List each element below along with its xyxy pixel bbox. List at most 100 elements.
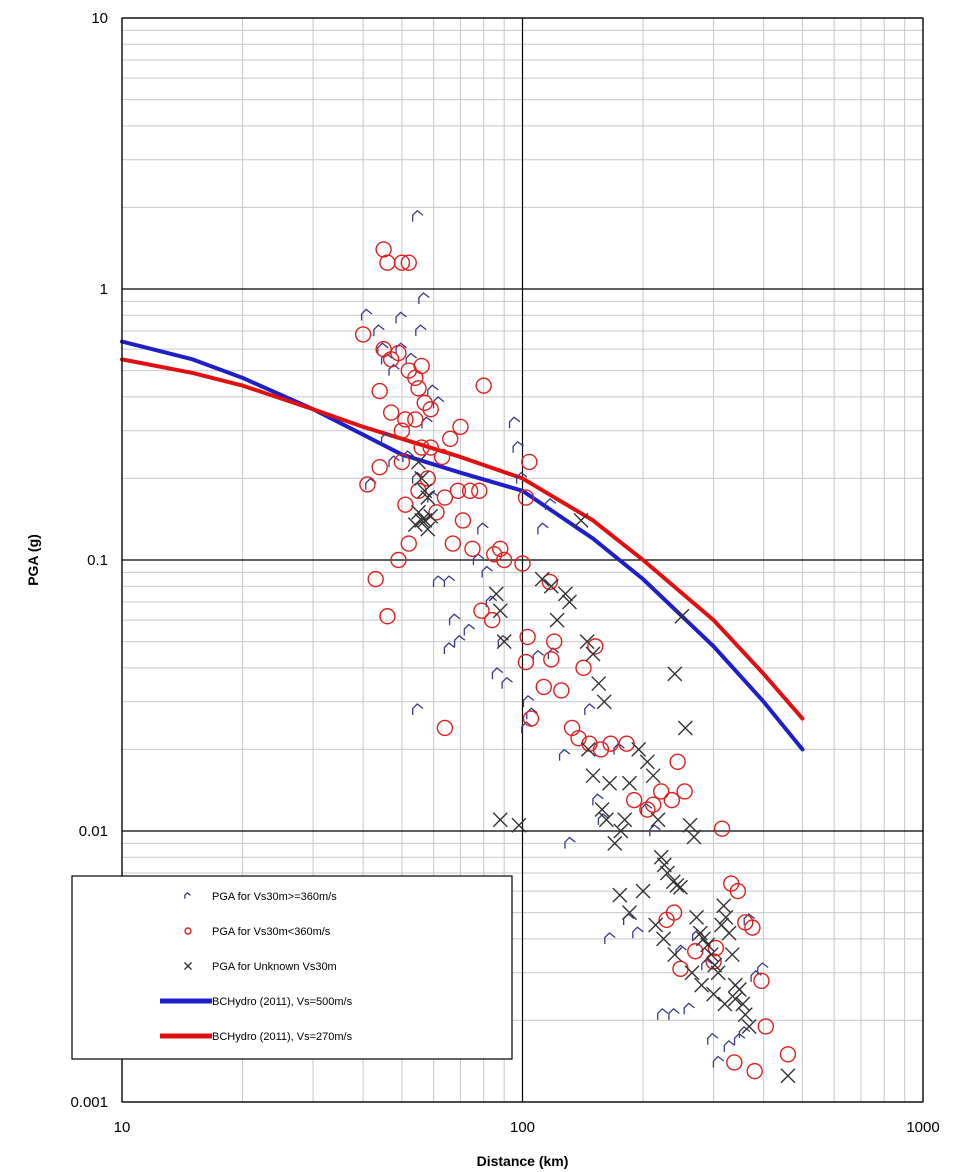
data-point-circle — [514, 555, 531, 572]
data-point-circle — [746, 1062, 763, 1080]
legend-entry-label: PGA for Unknown Vs30m — [212, 961, 337, 973]
data-point-x — [682, 817, 698, 833]
data-point-chevron — [491, 667, 504, 680]
data-point-circle — [592, 741, 610, 758]
data-point-chevron — [477, 522, 489, 535]
data-point-x — [706, 986, 722, 1002]
data-point-x — [420, 490, 436, 506]
y-tick-label: 1 — [100, 281, 108, 298]
data-point-circle — [546, 633, 563, 650]
x-axis-label: Distance (km) — [477, 1153, 569, 1169]
series-line — [120, 339, 805, 752]
data-point-x — [656, 931, 672, 947]
data-point-chevron — [668, 1007, 680, 1020]
data-point-x — [724, 947, 740, 963]
data-point-chevron — [597, 813, 610, 825]
data-point-x — [631, 741, 647, 757]
data-point-circle — [393, 453, 411, 471]
data-point-circle — [354, 326, 372, 343]
data-point-chevron — [481, 565, 493, 578]
data-point-x — [580, 741, 596, 757]
data-point-chevron — [388, 455, 400, 468]
data-point-chevron — [432, 396, 445, 409]
data-point-x — [689, 909, 705, 925]
data-point-x — [717, 996, 733, 1012]
data-point-circle — [753, 972, 770, 990]
data-point-chevron — [360, 308, 373, 321]
data-point-x — [667, 947, 683, 963]
data-point-chevron — [427, 384, 439, 397]
data-point-chevron — [733, 1032, 746, 1045]
data-point-x — [534, 571, 550, 587]
data-point-x — [561, 594, 577, 610]
series-line — [120, 357, 805, 721]
data-point-x — [594, 802, 610, 818]
data-point-chevron — [512, 440, 524, 453]
data-point-chevron — [558, 748, 571, 761]
data-point-x — [635, 883, 651, 899]
data-point-chevron — [443, 575, 456, 588]
x-tick-label: 100 — [510, 1119, 535, 1136]
y-tick-label: 10 — [91, 10, 108, 27]
data-point-chevron — [522, 694, 535, 707]
data-point-chevron — [750, 969, 762, 982]
legend-entry-label: PGA for Vs30m>=360m/s — [212, 891, 337, 903]
data-point-x — [496, 634, 512, 650]
data-point-chevron — [448, 613, 461, 626]
data-point-circle — [492, 540, 509, 557]
data-point-x — [598, 812, 614, 828]
data-point-circle — [519, 628, 536, 646]
data-point-x — [617, 812, 633, 828]
data-point-circle — [184, 927, 192, 935]
data-point-x — [492, 812, 508, 828]
data-point-circle — [473, 602, 490, 619]
data-point-circle — [400, 254, 417, 271]
data-point-x — [607, 835, 623, 851]
data-point-chevron — [707, 1032, 719, 1045]
data-point-x — [741, 1018, 757, 1034]
data-point-circle — [486, 546, 503, 563]
data-point-x — [488, 586, 504, 602]
data-point-circle — [442, 430, 459, 448]
data-point-circle — [644, 796, 662, 813]
data-point-circle — [407, 411, 424, 428]
data-point-chevron — [485, 595, 498, 608]
data-point-x — [622, 905, 637, 921]
data-point-circle — [517, 489, 535, 506]
data-point-chevron — [472, 553, 485, 566]
plot-frame — [121, 17, 924, 1103]
data-point-circle — [422, 439, 439, 456]
data-point-x — [557, 586, 573, 602]
data-point-chevron — [412, 209, 424, 222]
data-point-circle — [639, 801, 656, 818]
data-point-x — [579, 634, 595, 650]
data-point-circle — [587, 638, 604, 655]
data-point-chevron — [516, 471, 528, 484]
data-point-circle — [397, 496, 414, 513]
data-point-x — [677, 720, 693, 736]
data-point-circle — [371, 459, 388, 476]
data-point-chevron — [723, 1039, 736, 1052]
data-point-circle — [422, 401, 439, 418]
legend-entry-label: BCHydro (2011), Vs=270m/s — [212, 1031, 353, 1043]
data-point-x — [585, 646, 601, 662]
series-x — [407, 454, 796, 1084]
data-point-circle — [707, 939, 725, 957]
data-point-chevron — [521, 721, 533, 734]
data-point-chevron — [453, 634, 466, 647]
data-point-circle — [570, 730, 587, 747]
data-point-chevron — [544, 497, 557, 510]
data-point-x — [667, 666, 683, 682]
data-point-circle — [618, 735, 635, 752]
data-point-circle — [379, 608, 396, 625]
data-point-x — [731, 982, 747, 998]
data-point-x — [585, 768, 601, 784]
data-point-x — [184, 962, 192, 970]
data-point-chevron — [508, 416, 521, 429]
data-point-circle — [367, 570, 384, 588]
data-point-circle — [461, 482, 479, 500]
data-point-x — [612, 887, 628, 903]
data-point-chevron — [604, 932, 616, 945]
data-point-circle — [416, 394, 433, 412]
